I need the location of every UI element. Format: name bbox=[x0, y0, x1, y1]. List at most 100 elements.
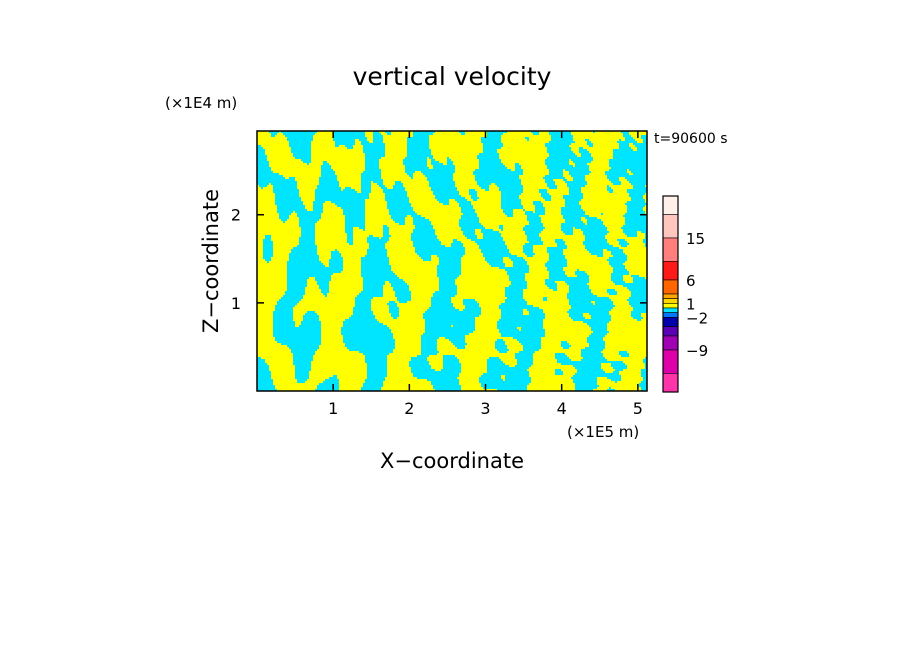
negative-region bbox=[391, 315, 399, 317]
negative-region bbox=[567, 297, 609, 299]
negative-region bbox=[487, 359, 501, 361]
negative-region bbox=[575, 165, 589, 167]
negative-region bbox=[575, 271, 585, 273]
negative-region bbox=[561, 229, 573, 231]
negative-region bbox=[387, 203, 411, 205]
negative-region bbox=[413, 229, 435, 231]
negative-region bbox=[457, 347, 465, 349]
negative-region bbox=[365, 157, 381, 159]
negative-region bbox=[319, 285, 329, 287]
negative-region bbox=[611, 365, 627, 367]
negative-region bbox=[545, 263, 567, 265]
negative-region bbox=[471, 197, 479, 199]
negative-region bbox=[287, 283, 307, 285]
negative-region bbox=[633, 143, 647, 145]
negative-region bbox=[407, 147, 429, 149]
negative-region bbox=[569, 187, 581, 189]
negative-region bbox=[367, 239, 389, 241]
negative-region bbox=[257, 379, 273, 381]
negative-region bbox=[631, 295, 647, 297]
negative-region bbox=[373, 141, 383, 143]
negative-region bbox=[343, 213, 365, 215]
negative-region bbox=[615, 381, 617, 383]
negative-region bbox=[323, 293, 327, 295]
negative-region bbox=[277, 301, 299, 303]
negative-region bbox=[257, 381, 273, 383]
negative-region bbox=[641, 387, 647, 389]
negative-region bbox=[463, 301, 477, 303]
negative-region bbox=[297, 245, 317, 247]
negative-region bbox=[625, 203, 647, 205]
negative-region bbox=[607, 189, 613, 191]
negative-region bbox=[297, 213, 321, 215]
negative-region bbox=[287, 261, 321, 263]
negative-region bbox=[273, 331, 321, 333]
negative-region bbox=[443, 203, 449, 205]
colorbar-bin bbox=[662, 293, 679, 299]
negative-region bbox=[517, 339, 541, 341]
negative-region bbox=[585, 347, 605, 349]
negative-region bbox=[625, 221, 647, 223]
negative-region bbox=[285, 291, 305, 293]
negative-region bbox=[315, 195, 369, 197]
negative-region bbox=[379, 185, 385, 187]
negative-region bbox=[551, 139, 573, 141]
negative-region bbox=[411, 367, 431, 369]
negative-region bbox=[313, 203, 323, 205]
negative-region bbox=[345, 229, 353, 231]
negative-region bbox=[621, 227, 647, 229]
negative-region bbox=[397, 299, 411, 301]
negative-region bbox=[529, 311, 543, 313]
negative-region bbox=[257, 361, 265, 363]
negative-region bbox=[497, 325, 543, 327]
negative-region bbox=[319, 287, 329, 289]
negative-region bbox=[547, 251, 563, 253]
negative-region bbox=[421, 171, 455, 173]
negative-region bbox=[291, 249, 317, 251]
negative-region bbox=[483, 253, 511, 255]
negative-region bbox=[439, 201, 449, 203]
negative-region bbox=[463, 233, 475, 235]
negative-region bbox=[439, 263, 461, 265]
negative-region bbox=[571, 377, 597, 379]
negative-region bbox=[433, 191, 459, 193]
negative-region bbox=[319, 181, 339, 183]
negative-region bbox=[627, 191, 647, 193]
negative-region bbox=[407, 149, 431, 151]
negative-region bbox=[505, 291, 523, 293]
negative-region bbox=[407, 145, 429, 147]
negative-region bbox=[591, 329, 607, 331]
negative-region bbox=[613, 153, 647, 155]
negative-region bbox=[571, 317, 585, 319]
negative-region bbox=[499, 267, 529, 269]
negative-region bbox=[361, 389, 381, 391]
negative-region bbox=[363, 171, 381, 173]
negative-region bbox=[569, 291, 591, 293]
negative-region bbox=[301, 235, 315, 237]
negative-region bbox=[361, 175, 381, 177]
negative-region bbox=[523, 345, 541, 347]
negative-region bbox=[293, 355, 313, 357]
negative-region bbox=[299, 225, 315, 227]
negative-region bbox=[645, 357, 647, 359]
negative-region bbox=[443, 361, 459, 363]
negative-region bbox=[505, 269, 529, 271]
negative-region bbox=[569, 173, 589, 175]
negative-region bbox=[513, 263, 527, 265]
negative-region bbox=[347, 147, 353, 149]
negative-region bbox=[415, 227, 433, 229]
negative-region bbox=[325, 379, 339, 381]
negative-region bbox=[273, 333, 321, 335]
x-axis-label: X−coordinate bbox=[380, 449, 524, 473]
negative-region bbox=[581, 155, 591, 157]
negative-region bbox=[413, 219, 429, 221]
negative-region bbox=[301, 229, 315, 231]
negative-region bbox=[501, 317, 545, 319]
negative-region bbox=[633, 309, 647, 311]
negative-region bbox=[527, 219, 541, 221]
negative-region bbox=[387, 205, 411, 207]
negative-region bbox=[477, 181, 521, 183]
negative-region bbox=[433, 295, 455, 297]
negative-region bbox=[399, 301, 407, 303]
negative-region bbox=[383, 189, 405, 191]
